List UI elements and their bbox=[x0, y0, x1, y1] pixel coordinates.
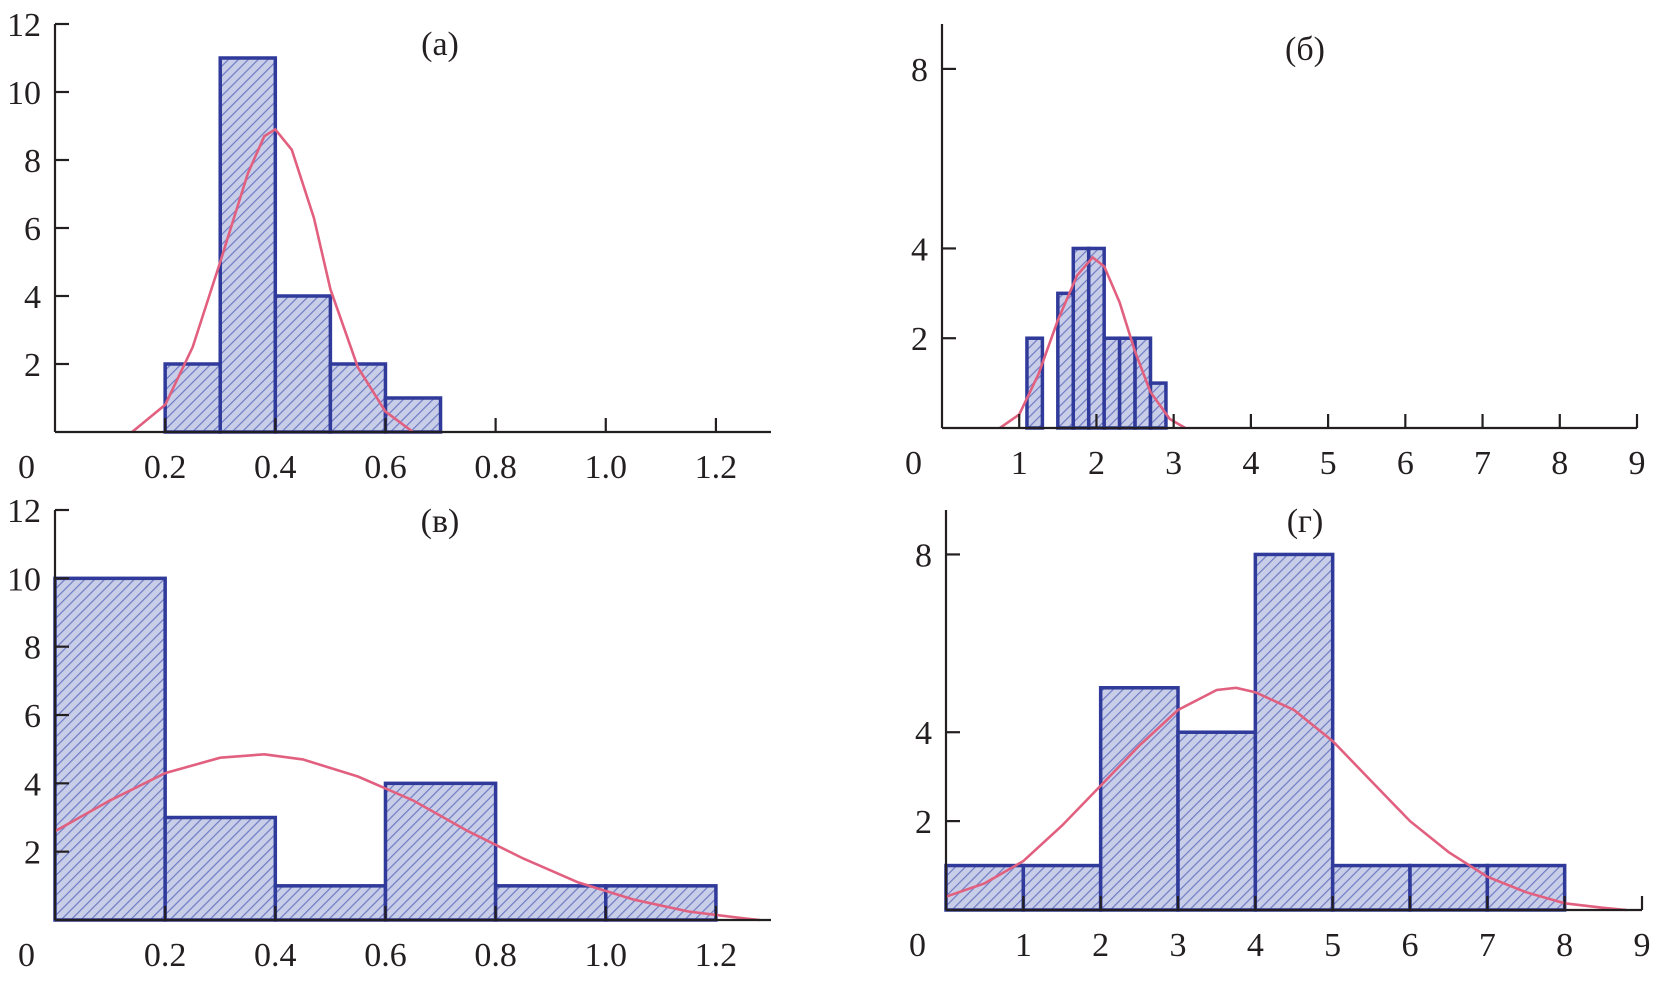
histogram-bar bbox=[1148, 381, 1168, 430]
x-tick-label: 8 bbox=[1556, 927, 1573, 964]
x-tick-label: 0.6 bbox=[364, 937, 407, 974]
histogram-bar bbox=[163, 815, 278, 922]
histogram-bar bbox=[383, 781, 498, 922]
histogram-bar bbox=[604, 884, 718, 922]
x-tick-label: 0.4 bbox=[254, 937, 297, 974]
panel-label: (в) bbox=[421, 503, 460, 540]
y-tick-label: 8 bbox=[911, 52, 928, 89]
histogram-bar bbox=[1098, 686, 1180, 912]
panel-label: (г) bbox=[1287, 503, 1324, 540]
x-tick-label: 1.2 bbox=[695, 449, 738, 486]
x-tick-label: 1.0 bbox=[585, 449, 628, 486]
x-tick-label: 8 bbox=[1551, 445, 1568, 482]
origin-label: 0 bbox=[909, 927, 926, 964]
y-tick-label: 2 bbox=[24, 347, 41, 384]
panel-label: (б) bbox=[1285, 31, 1325, 68]
y-tick-label: 6 bbox=[24, 698, 41, 735]
x-tick-label: 0.8 bbox=[474, 937, 517, 974]
x-tick-label: 0.6 bbox=[364, 449, 407, 486]
y-tick-label: 8 bbox=[915, 537, 932, 574]
y-tick-label: 10 bbox=[7, 561, 41, 598]
x-tick-label: 1 bbox=[1015, 927, 1032, 964]
histogram-bar bbox=[1086, 246, 1106, 430]
histogram-panel-3: 2 4 6 8 10 12 0.2 0.4 0.6 0.8 1.0 1.2 0 (в) bbox=[7, 493, 771, 974]
x-tick-label: 3 bbox=[1165, 445, 1182, 482]
y-tick-label: 4 bbox=[915, 715, 932, 752]
y-tick-label: 4 bbox=[911, 231, 928, 268]
x-tick-label: 4 bbox=[1247, 927, 1264, 964]
y-tick-label: 2 bbox=[24, 835, 41, 872]
y-tick-label: 2 bbox=[915, 804, 932, 841]
histogram-bar bbox=[1176, 730, 1258, 912]
histogram-bar bbox=[383, 396, 443, 434]
y-tick-label: 10 bbox=[7, 75, 41, 112]
histogram-bar bbox=[53, 576, 167, 922]
fit-curve-line bbox=[131, 127, 414, 434]
y-tick-label: 12 bbox=[7, 493, 41, 530]
histogram-bar bbox=[1117, 336, 1137, 430]
origin-label: 0 bbox=[905, 445, 922, 482]
x-tick-label: 2 bbox=[1092, 927, 1109, 964]
x-tick-label: 9 bbox=[1629, 445, 1646, 482]
histogram-bar bbox=[1102, 336, 1122, 430]
x-tick-label: 0.2 bbox=[144, 449, 187, 486]
y-tick-label: 2 bbox=[911, 321, 928, 358]
y-tick-label: 12 bbox=[7, 7, 41, 44]
x-tick-label: 6 bbox=[1397, 445, 1414, 482]
histogram-bar bbox=[163, 362, 222, 434]
y-tick-label: 8 bbox=[24, 143, 41, 180]
y-tick-label: 4 bbox=[24, 766, 41, 803]
x-tick-label: 1 bbox=[1011, 445, 1028, 482]
histogram-bar bbox=[273, 884, 388, 922]
histogram-bar bbox=[1021, 863, 1103, 912]
histogram-bar bbox=[1071, 246, 1091, 430]
y-tick-label: 6 bbox=[24, 211, 41, 248]
y-tick-label: 8 bbox=[24, 630, 41, 667]
x-tick-label: 7 bbox=[1479, 927, 1496, 964]
fit-curve-line bbox=[945, 686, 1627, 912]
x-tick-label: 7 bbox=[1474, 445, 1491, 482]
histogram-bar bbox=[1485, 863, 1567, 912]
x-tick-label: 5 bbox=[1324, 927, 1341, 964]
x-tick-label: 5 bbox=[1320, 445, 1337, 482]
y-tick-label: 4 bbox=[24, 279, 41, 316]
x-tick-label: 0.8 bbox=[474, 449, 517, 486]
x-tick-label: 9 bbox=[1634, 927, 1651, 964]
x-tick-label: 1.0 bbox=[585, 937, 628, 974]
x-tick-label: 0.4 bbox=[254, 449, 297, 486]
x-tick-label: 4 bbox=[1242, 445, 1259, 482]
panel-label: (a) bbox=[421, 26, 459, 63]
histogram-bar bbox=[944, 863, 1026, 912]
histogram-bar bbox=[493, 884, 608, 922]
x-tick-label: 2 bbox=[1088, 445, 1105, 482]
histogram-bar bbox=[218, 56, 278, 434]
histogram-bar bbox=[273, 294, 333, 434]
x-tick-label: 0.2 bbox=[144, 937, 187, 974]
histogram-bar bbox=[1408, 863, 1490, 912]
fit-curve-line bbox=[999, 255, 1186, 430]
origin-label: 0 bbox=[18, 937, 35, 974]
x-tick-label: 3 bbox=[1170, 927, 1187, 964]
x-tick-label: 6 bbox=[1402, 927, 1419, 964]
histogram-panel-1: 2 4 6 8 10 12 0.2 0.4 0.6 0.8 1.0 1.2 0 (a) bbox=[7, 7, 771, 486]
x-tick-label: 1.2 bbox=[695, 937, 738, 974]
origin-label: 0 bbox=[18, 449, 35, 486]
fit-curve-line bbox=[54, 752, 761, 922]
histogram-bar bbox=[1330, 863, 1412, 912]
